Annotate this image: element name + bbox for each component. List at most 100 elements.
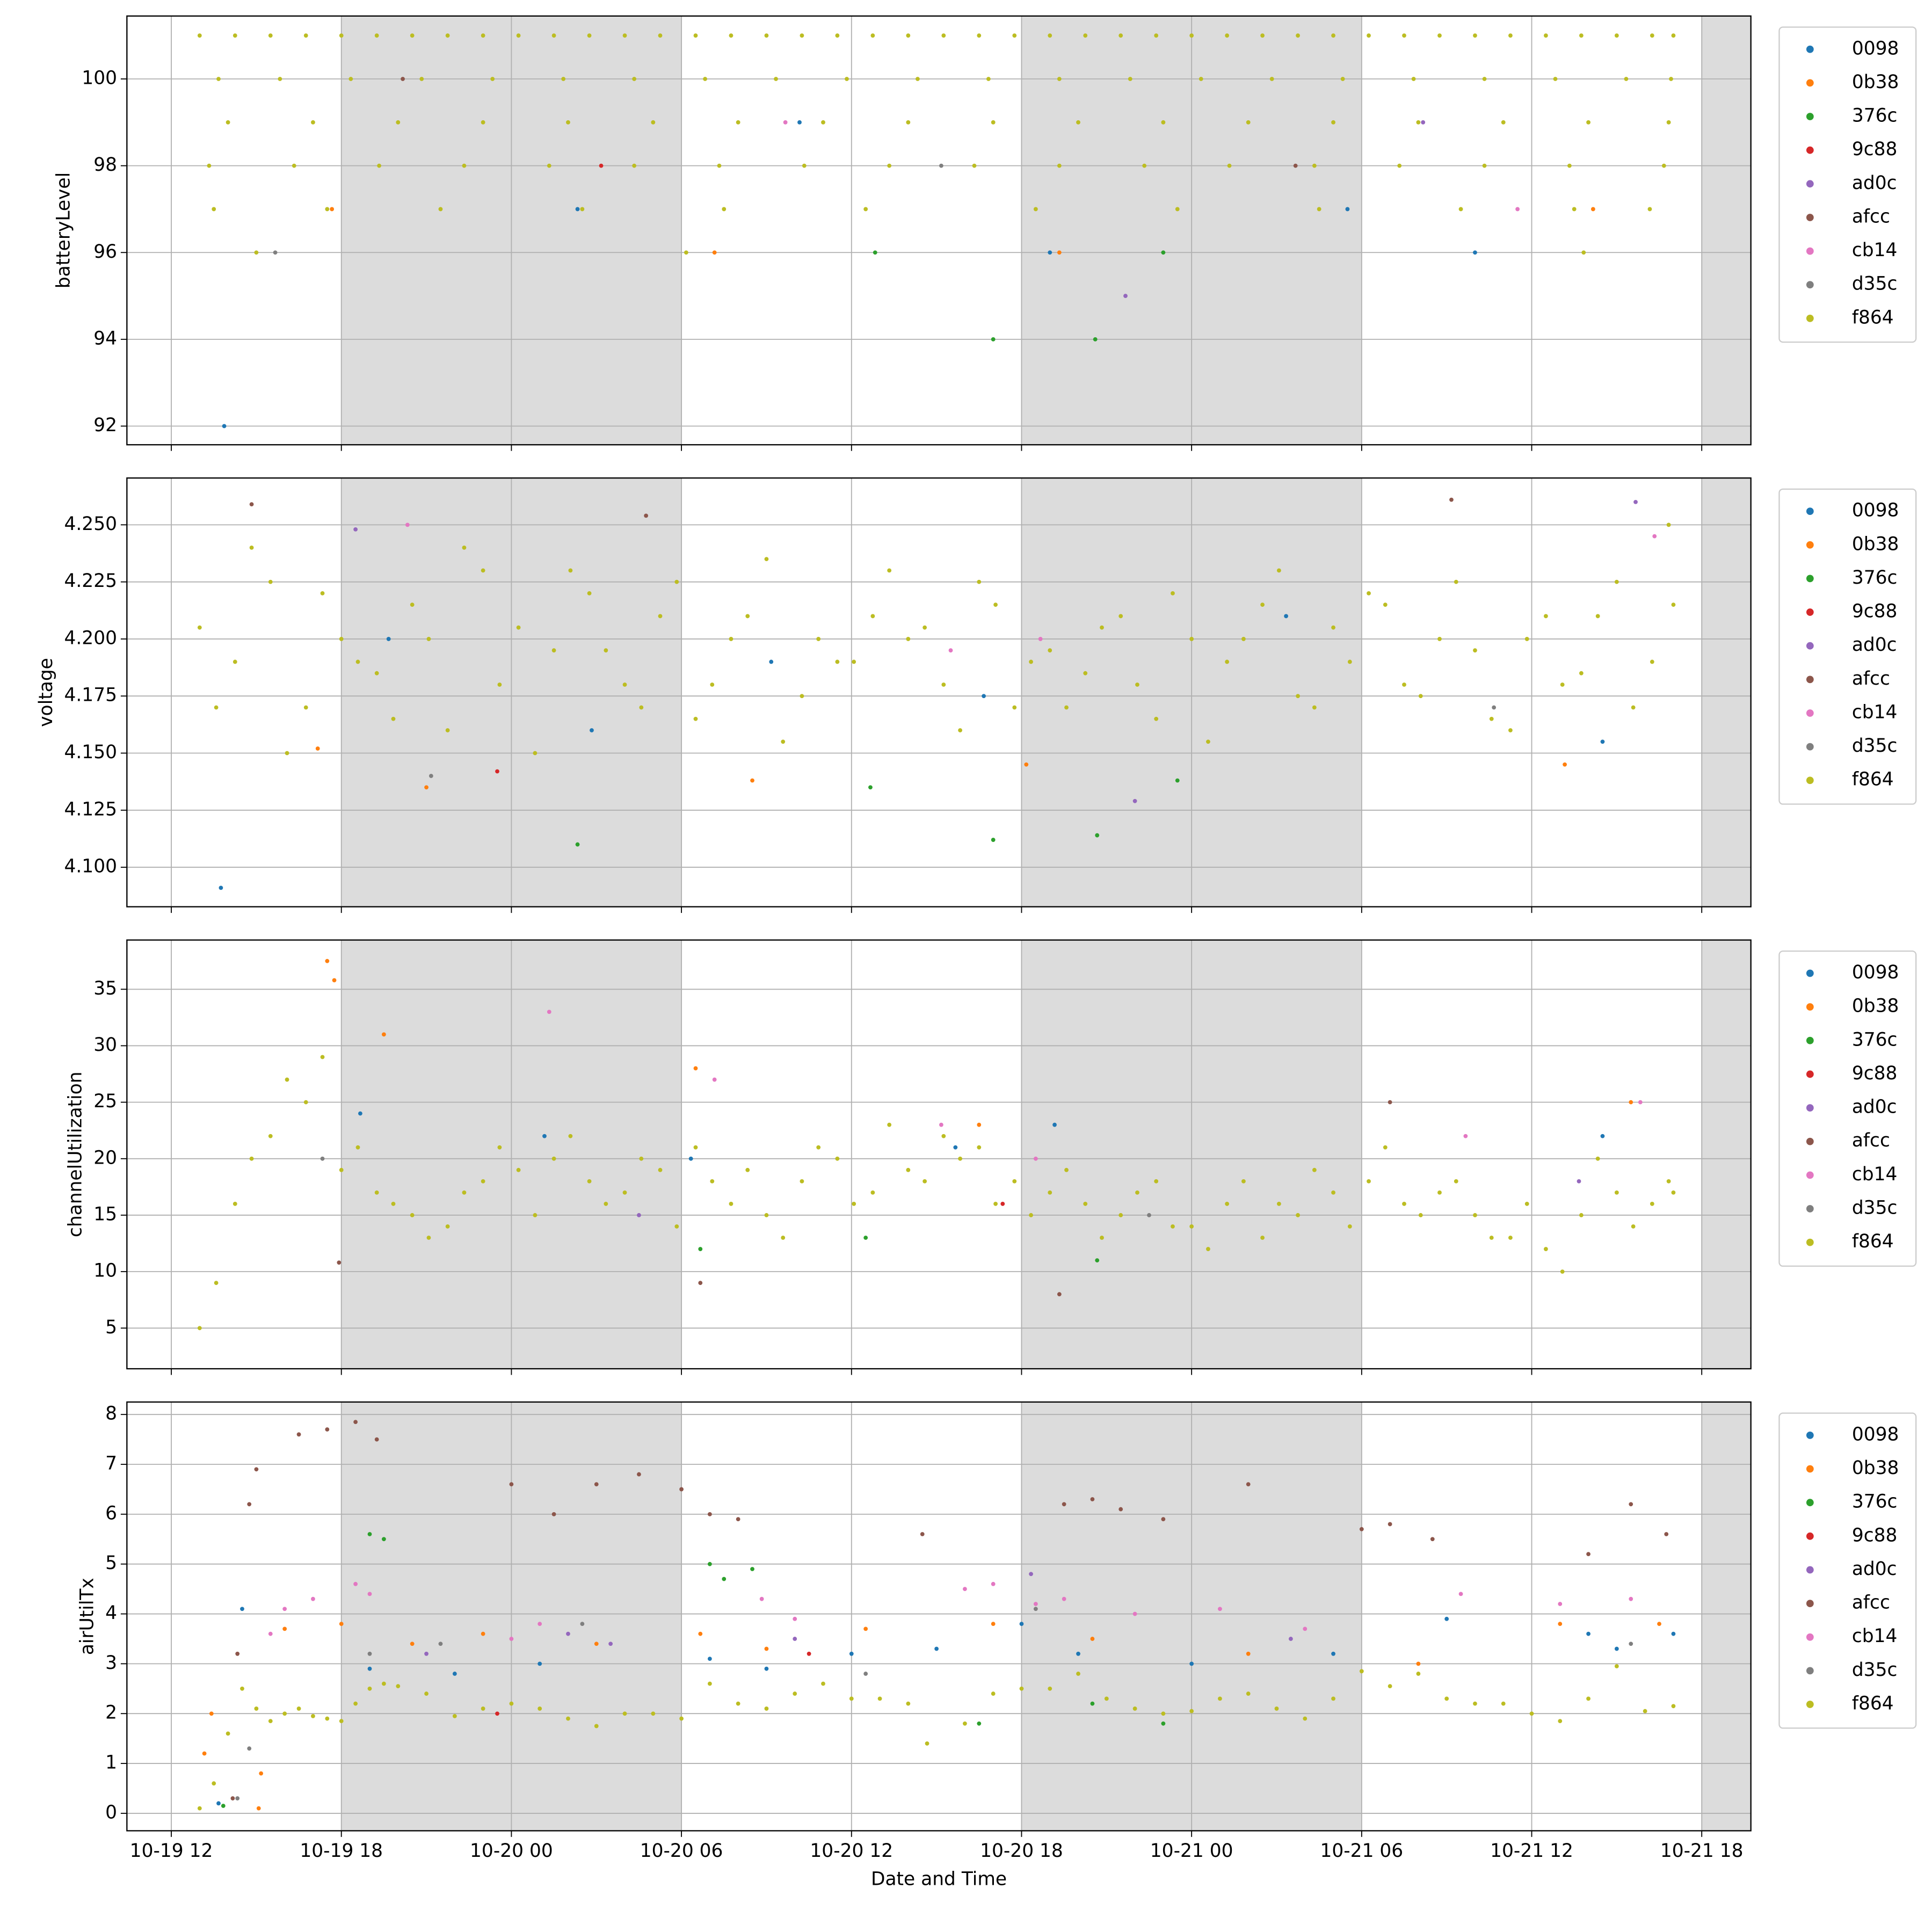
point bbox=[639, 705, 644, 710]
point bbox=[1501, 1701, 1506, 1706]
point bbox=[745, 1167, 750, 1172]
point bbox=[774, 77, 778, 81]
point bbox=[710, 1179, 715, 1183]
point bbox=[1508, 33, 1513, 38]
legend-label: 0b38 bbox=[1852, 996, 1899, 1017]
point bbox=[958, 728, 963, 732]
point bbox=[1135, 682, 1139, 687]
point bbox=[377, 163, 381, 168]
point bbox=[1416, 1672, 1421, 1676]
point bbox=[566, 1716, 570, 1721]
point bbox=[1629, 1502, 1633, 1507]
point bbox=[240, 1686, 244, 1691]
point bbox=[1671, 602, 1676, 607]
point bbox=[1095, 1258, 1100, 1262]
legend-box bbox=[1778, 1412, 1917, 1729]
y-tick-label: 4.200 bbox=[64, 627, 117, 649]
point bbox=[219, 885, 223, 890]
point bbox=[197, 33, 202, 38]
point bbox=[1614, 579, 1619, 584]
point bbox=[233, 659, 237, 664]
point bbox=[1048, 648, 1052, 653]
point bbox=[1052, 1122, 1057, 1127]
point bbox=[651, 1711, 656, 1716]
point bbox=[941, 1134, 946, 1138]
point bbox=[1437, 1190, 1442, 1195]
point bbox=[1614, 1190, 1619, 1195]
point bbox=[353, 1701, 358, 1706]
point bbox=[1260, 602, 1265, 607]
point bbox=[793, 1691, 797, 1696]
point bbox=[1671, 1704, 1676, 1709]
point bbox=[1416, 120, 1421, 125]
point bbox=[462, 163, 467, 168]
point bbox=[863, 1672, 868, 1676]
point bbox=[1147, 1213, 1151, 1217]
point bbox=[1154, 33, 1159, 38]
point bbox=[1206, 739, 1210, 744]
point bbox=[868, 785, 873, 790]
point bbox=[863, 1626, 868, 1631]
point bbox=[941, 682, 946, 687]
point bbox=[1388, 1684, 1392, 1689]
point bbox=[1657, 1622, 1661, 1626]
point bbox=[1076, 120, 1080, 125]
point bbox=[1430, 1537, 1435, 1542]
point bbox=[1029, 1213, 1033, 1217]
point bbox=[1218, 1607, 1222, 1611]
point bbox=[1449, 497, 1454, 502]
point bbox=[1132, 1707, 1137, 1711]
point bbox=[1473, 1701, 1477, 1706]
point bbox=[1359, 1527, 1364, 1531]
legend-marker bbox=[1806, 1205, 1814, 1212]
point bbox=[797, 120, 802, 125]
point bbox=[1312, 705, 1317, 710]
point bbox=[679, 1716, 684, 1721]
y-tick-label: 6 bbox=[105, 1502, 117, 1524]
point bbox=[268, 33, 273, 38]
point bbox=[1218, 1696, 1222, 1701]
point bbox=[1388, 1100, 1392, 1105]
point bbox=[1489, 716, 1494, 721]
point bbox=[693, 1145, 698, 1150]
point bbox=[1033, 1607, 1038, 1611]
legend-label: 0098 bbox=[1852, 1424, 1899, 1445]
legend-marker bbox=[1806, 676, 1814, 684]
point bbox=[1629, 1642, 1633, 1646]
point bbox=[1033, 1602, 1038, 1606]
point bbox=[337, 1260, 342, 1265]
legend-label: f864 bbox=[1852, 1231, 1894, 1252]
point bbox=[1586, 120, 1590, 125]
point bbox=[296, 1432, 301, 1437]
point bbox=[1293, 163, 1298, 168]
point bbox=[1508, 1236, 1513, 1240]
point bbox=[1544, 33, 1548, 38]
point bbox=[424, 1651, 428, 1656]
legend-label: 0b38 bbox=[1852, 1457, 1899, 1479]
legend-marker bbox=[1806, 709, 1814, 717]
point bbox=[1482, 163, 1487, 168]
point bbox=[538, 1661, 542, 1666]
point bbox=[1664, 1532, 1669, 1536]
point bbox=[452, 1672, 457, 1676]
point bbox=[497, 682, 502, 687]
point bbox=[1661, 163, 1666, 168]
point bbox=[197, 1806, 202, 1811]
point bbox=[982, 694, 986, 699]
point bbox=[330, 207, 335, 212]
point bbox=[722, 207, 727, 212]
point bbox=[374, 1190, 379, 1195]
point bbox=[320, 591, 325, 596]
point bbox=[1090, 1497, 1095, 1501]
point bbox=[1189, 1709, 1194, 1713]
legend-label: 376c bbox=[1852, 1029, 1898, 1050]
point bbox=[1614, 1664, 1619, 1668]
legend-marker bbox=[1806, 743, 1814, 751]
legend-marker bbox=[1806, 113, 1814, 120]
legend-label: afcc bbox=[1852, 206, 1890, 227]
point bbox=[1666, 120, 1671, 125]
point bbox=[348, 77, 353, 81]
axes-frame bbox=[126, 1401, 1752, 1832]
point bbox=[1560, 1269, 1565, 1274]
x-tick-label: 10-20 00 bbox=[470, 1840, 553, 1862]
